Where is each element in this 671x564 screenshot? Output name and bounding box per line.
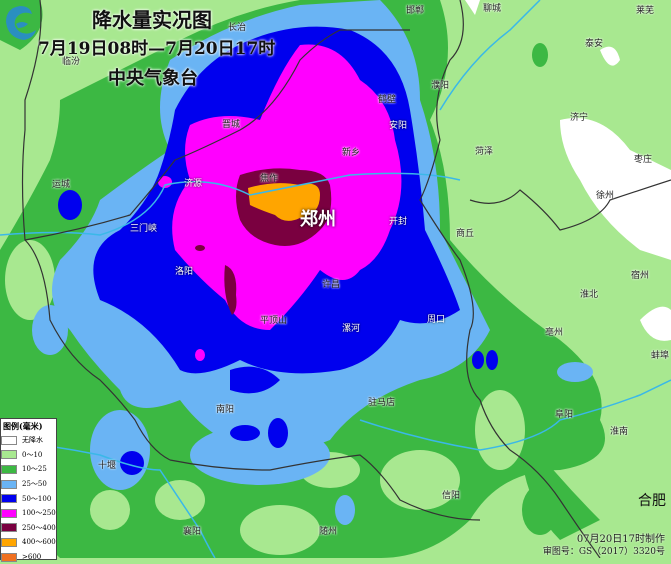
city-label-luohe: 漯河 bbox=[342, 321, 360, 334]
city-label-suizhou: 随州 bbox=[319, 524, 337, 537]
city-label-pingdingshan: 平顶山 bbox=[260, 313, 287, 326]
legend-item: 0～10 bbox=[1, 448, 56, 463]
agency-name: 中央气象台 bbox=[108, 64, 198, 90]
legend-item: 50～100 bbox=[1, 491, 56, 506]
legend-swatch bbox=[1, 450, 17, 459]
cma-logo-icon bbox=[2, 2, 38, 44]
city-label-puyang: 濮阳 bbox=[431, 78, 449, 91]
city-label-xinyang: 信阳 bbox=[442, 488, 460, 501]
city-label-linfen: 临汾 bbox=[62, 54, 80, 67]
city-label-taian: 泰安 bbox=[585, 36, 603, 49]
made-at-text: 07月20日17时制作 bbox=[577, 530, 665, 545]
legend-title: 图例(毫米) bbox=[1, 419, 56, 433]
city-label-anyang: 安阳 bbox=[389, 118, 407, 131]
legend-swatch bbox=[1, 538, 17, 547]
legend-label: 10～25 bbox=[22, 464, 47, 474]
city-label-heze: 菏泽 bbox=[475, 144, 493, 157]
city-label-jiaozuo: 焦作 bbox=[260, 171, 278, 184]
legend-item: 250～400 bbox=[1, 521, 56, 536]
legend-label: >600 bbox=[22, 553, 41, 561]
city-label-zhumadian: 驻马店 bbox=[368, 395, 395, 408]
city-label-jining: 济宁 bbox=[570, 110, 588, 123]
legend-swatch bbox=[1, 523, 17, 532]
city-label-bozhou: 亳州 bbox=[545, 325, 563, 338]
city-label-kaifeng: 开封 bbox=[389, 214, 407, 227]
legend-swatch bbox=[1, 480, 17, 489]
city-label-zaozhuang: 枣庄 bbox=[634, 152, 652, 165]
city-label-suzhou: 宿州 bbox=[631, 268, 649, 281]
map-title: 降水量实况图 bbox=[92, 4, 212, 33]
city-label-changzhi: 长治 bbox=[228, 20, 246, 33]
city-label-handan: 邯郸 bbox=[406, 3, 424, 16]
legend-swatch bbox=[1, 553, 17, 562]
city-label-huaibei: 淮北 bbox=[580, 287, 598, 300]
legend-label: 250～400 bbox=[22, 523, 56, 533]
city-label-zhengzhou: 郑州 bbox=[300, 205, 336, 231]
legend-swatch bbox=[1, 509, 17, 518]
city-label-jiyuan: 济源 bbox=[184, 176, 202, 189]
legend-swatch bbox=[1, 494, 17, 503]
city-label-luoyang: 洛阳 bbox=[175, 264, 193, 277]
legend-item: 25～50 bbox=[1, 477, 56, 492]
city-label-shangqiu: 商丘 bbox=[456, 226, 474, 239]
city-label-huainan: 淮南 bbox=[610, 424, 628, 437]
city-label-fuyang: 阜阳 bbox=[555, 407, 573, 420]
legend-label: 400～600 bbox=[22, 537, 56, 547]
legend-item: 100～250 bbox=[1, 506, 56, 521]
city-label-sanmenxia: 三门峡 bbox=[130, 221, 157, 234]
legend-swatch bbox=[1, 465, 17, 474]
city-label-jincheng: 晋城 bbox=[222, 117, 240, 130]
city-label-hebi: 鹤壁 bbox=[378, 92, 396, 105]
city-label-laiwu: 莱芜 bbox=[636, 3, 654, 16]
legend-item: 10～25 bbox=[1, 462, 56, 477]
legend-label: 无降水 bbox=[22, 435, 43, 445]
city-label-nanyang: 南阳 bbox=[216, 402, 234, 415]
legend-item: 无降水 bbox=[1, 433, 56, 448]
city-label-shiyan: 十堰 bbox=[98, 458, 116, 471]
legend-label: 100～250 bbox=[22, 508, 56, 518]
legend-label: 0～10 bbox=[22, 450, 42, 460]
city-label-xiangyang: 襄阳 bbox=[183, 524, 201, 537]
city-label-yuncheng: 运城 bbox=[52, 177, 70, 190]
legend-label: 50～100 bbox=[22, 494, 51, 504]
legend: 图例(毫米) 无降水 0～10 10～25 25～50 50～100 100～250 250… bbox=[0, 418, 57, 560]
city-label-xinxiang: 新乡 bbox=[342, 145, 360, 158]
city-label-liaocheng: 聊城 bbox=[483, 1, 501, 14]
city-label-xuchang: 许昌 bbox=[322, 277, 340, 290]
city-label-hefei: 合肥 bbox=[638, 490, 666, 510]
legend-item: 400～600 bbox=[1, 535, 56, 550]
city-label-zhoukou: 周口 bbox=[427, 312, 445, 325]
city-label-bengbu: 蚌埠 bbox=[651, 348, 669, 361]
map-approval-number: 审图号：GS（2017）3320号 bbox=[543, 544, 665, 557]
legend-swatch bbox=[1, 436, 17, 445]
legend-label: 25～50 bbox=[22, 479, 47, 489]
legend-item: >600 bbox=[1, 550, 56, 564]
city-label-xuzhou: 徐州 bbox=[596, 188, 614, 201]
